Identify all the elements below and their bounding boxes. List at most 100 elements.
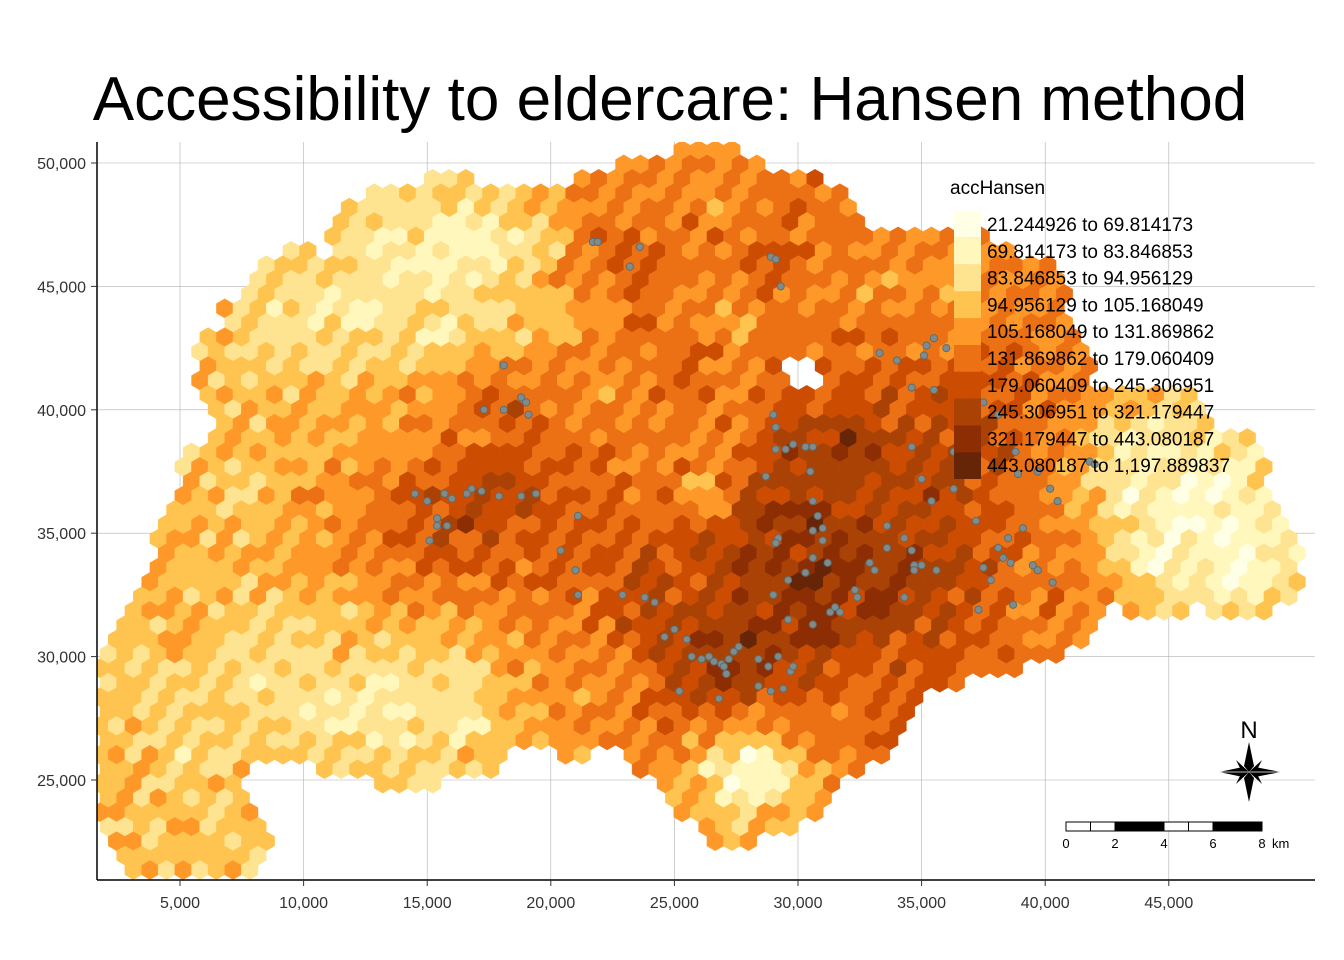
eldercare-point — [771, 445, 780, 454]
eldercare-point — [447, 494, 457, 503]
eldercare-point — [870, 566, 879, 575]
scale-bar-label: 6 — [1209, 836, 1216, 851]
y-tick-label: 30,000 — [37, 650, 86, 667]
eldercare-point — [865, 558, 874, 567]
legend-swatch — [954, 291, 981, 319]
scale-bar: 0 2 4 6 8 km — [1062, 821, 1289, 851]
eldercare-point — [826, 608, 835, 617]
eldercare-point — [1004, 534, 1013, 543]
north-arrow: N — [1219, 717, 1281, 802]
legend-label: 69.814173 to 83.846853 — [987, 242, 1193, 263]
eldercare-point — [919, 351, 929, 360]
eldercare-point — [1046, 484, 1055, 493]
eldercare-point — [635, 242, 644, 252]
eldercare-point — [531, 489, 541, 498]
eldercare-point — [660, 632, 669, 641]
eldercare-point — [769, 590, 778, 600]
eldercare-point — [927, 497, 936, 506]
eldercare-point — [754, 654, 763, 664]
eldercare-point — [432, 514, 442, 523]
eldercare-point — [761, 472, 770, 481]
north-label: N — [1240, 717, 1257, 744]
y-tick-label: 50,000 — [37, 156, 86, 173]
eldercare-point — [808, 497, 817, 506]
legend-swatch — [954, 425, 981, 453]
legend-swatch — [954, 371, 981, 399]
legend-label: 105.168049 to 131.869862 — [987, 322, 1214, 343]
hexagon-cell — [1047, 644, 1065, 664]
eldercare-point — [766, 687, 775, 696]
x-tick-label: 10,000 — [279, 895, 328, 912]
eldercare-point — [808, 553, 817, 562]
eldercare-point — [687, 652, 696, 661]
legend-swatch — [954, 452, 981, 479]
x-tick-label: 20,000 — [526, 895, 575, 912]
hexagon-cell — [1172, 600, 1190, 621]
eldercare-point — [1018, 524, 1028, 533]
eldercare-point — [808, 620, 817, 629]
eldercare-point — [850, 585, 859, 595]
hexagon-cell — [1280, 586, 1298, 607]
eldercare-point — [882, 543, 892, 553]
eldercare-point — [979, 563, 988, 572]
y-tick-label: 45,000 — [37, 279, 86, 296]
eldercare-point — [682, 635, 691, 644]
eldercare-point — [974, 605, 983, 614]
y-tick-label: 35,000 — [37, 526, 86, 543]
scale-bar-segment — [1188, 821, 1214, 832]
x-tick-label: 15,000 — [403, 895, 452, 912]
eldercare-point — [524, 410, 533, 419]
eldercare-point — [781, 445, 790, 454]
eldercare-point — [764, 662, 773, 671]
eldercare-point — [1053, 497, 1062, 506]
scale-bar-label: 2 — [1111, 836, 1118, 851]
eldercare-point — [769, 410, 778, 419]
eldercare-point — [432, 521, 442, 530]
eldercare-point — [788, 440, 798, 449]
eldercare-point — [410, 489, 419, 498]
x-tick-label: 35,000 — [897, 895, 946, 912]
eldercare-point — [704, 652, 714, 661]
eldercare-point — [462, 489, 471, 498]
eldercare-point — [784, 615, 793, 624]
eldercare-point — [571, 566, 580, 575]
hexagon-cell — [806, 802, 824, 823]
eldercare-point — [900, 534, 909, 543]
x-tick-label: 45,000 — [1144, 895, 1193, 912]
hexagon-cell — [873, 744, 890, 765]
eldercare-point — [875, 348, 884, 358]
eldercare-point — [754, 682, 763, 691]
eldercare-point — [932, 566, 941, 575]
eldercare-point — [907, 546, 916, 555]
eldercare-point — [1008, 600, 1018, 609]
eldercare-point — [709, 657, 719, 666]
legend-label: 94.956129 to 105.168049 — [987, 295, 1204, 316]
eldercare-point — [734, 642, 743, 651]
eldercare-point — [910, 566, 919, 575]
scale-bar-unit: km — [1272, 836, 1289, 851]
eldercare-point — [724, 654, 733, 664]
eldercare-point — [521, 398, 531, 407]
eldercare-point — [994, 543, 1003, 553]
hexagon-cell — [1006, 658, 1023, 679]
eldercare-point — [771, 538, 780, 548]
eldercare-point — [986, 575, 995, 585]
legend-swatch — [954, 318, 981, 345]
eldercare-point — [900, 593, 909, 602]
map-title: Accessibility to eldercare: Hansen metho… — [93, 65, 1247, 134]
eldercare-points-layer — [410, 237, 1099, 703]
hexagon-cell — [1072, 629, 1090, 650]
eldercare-point — [835, 608, 845, 617]
eldercare-point — [774, 652, 783, 661]
y-tick-label: 40,000 — [37, 403, 86, 420]
eldercare-point — [994, 410, 1003, 419]
eldercare-point — [776, 282, 785, 291]
eldercare-point — [801, 442, 810, 451]
eldercare-point — [949, 484, 958, 493]
legend-label: 179.060409 to 245.306951 — [987, 376, 1214, 397]
eldercare-point — [1033, 566, 1042, 575]
hexagon-cell — [781, 816, 799, 837]
eldercare-point — [517, 393, 526, 402]
eldercare-point — [423, 497, 432, 506]
